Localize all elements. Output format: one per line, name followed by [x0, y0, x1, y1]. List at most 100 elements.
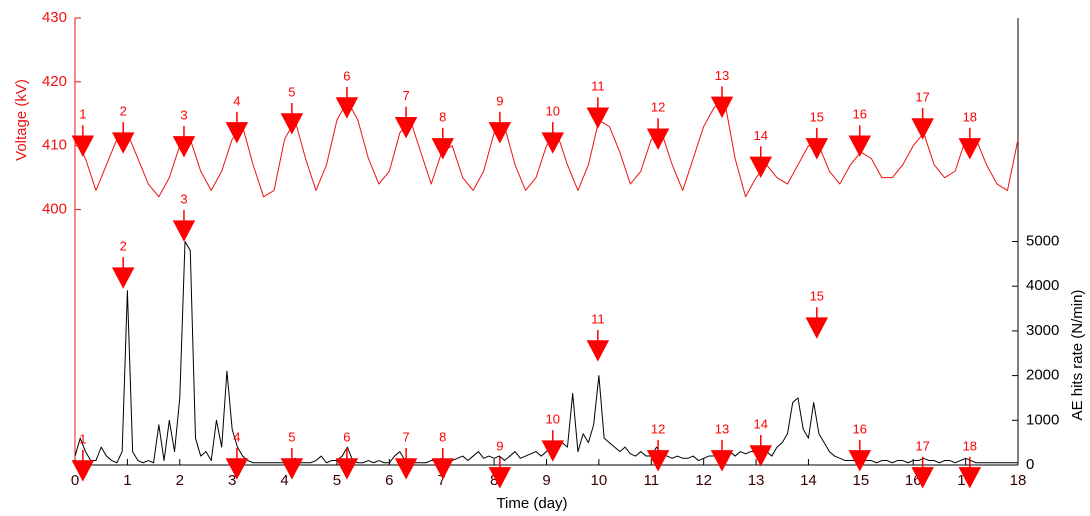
y2-tick-label: 3000 [1026, 322, 1059, 339]
x-tick-label: 12 [695, 472, 712, 489]
arrow-label: 12 [651, 421, 665, 436]
y-tick-label: 410 [42, 137, 67, 154]
arrow-marker [394, 106, 418, 139]
x-tick-label: 4 [280, 472, 288, 489]
y-tick-label: 400 [42, 201, 67, 218]
arrow-label: 8 [439, 109, 446, 124]
arrow-marker [710, 439, 734, 472]
arrow-label: 5 [288, 84, 295, 99]
y-tick-label: 420 [42, 73, 67, 90]
x-tick-label: 13 [748, 472, 765, 489]
arrow-label: 17 [915, 438, 929, 453]
x-tick-label: 2 [176, 472, 184, 489]
x-tick-label: 0 [71, 472, 79, 489]
arrow-label: 16 [853, 421, 867, 436]
arrow-label: 9 [496, 438, 503, 453]
y-axis-title: Voltage (kV) [13, 79, 30, 161]
arrow-marker [225, 111, 249, 144]
arrow-marker [541, 430, 565, 462]
arrow-marker [431, 447, 455, 480]
arrow-marker [172, 125, 196, 158]
arrow-marker [394, 447, 418, 480]
arrow-label: 10 [546, 412, 560, 427]
arrow-marker [710, 86, 734, 118]
arrow-marker [586, 97, 610, 129]
arrow-label: 18 [963, 438, 977, 453]
arrow-label: 1 [79, 107, 86, 122]
arrow-marker [805, 307, 829, 339]
arrow-marker [225, 447, 249, 480]
arrow-label: 6 [343, 429, 350, 444]
x-tick-label: 5 [333, 472, 341, 489]
arrow-label: 1 [79, 431, 86, 446]
x-tick-label: 8 [490, 472, 498, 489]
arrow-label: 6 [343, 68, 350, 83]
y2-tick-label: 1000 [1026, 411, 1059, 428]
arrow-marker [848, 439, 872, 472]
arrow-label: 2 [120, 104, 127, 119]
arrow-marker [172, 210, 196, 242]
arrow-marker [335, 86, 359, 119]
arrow-label: 7 [402, 429, 409, 444]
x-tick-label: 1 [123, 472, 131, 489]
x-tick-label: 7 [438, 472, 446, 489]
arrow-marker [848, 125, 872, 157]
x-tick-label: 10 [591, 472, 608, 489]
x-tick-label: 6 [385, 472, 393, 489]
arrow-marker [749, 435, 773, 467]
x-axis-title: Time (day) [496, 495, 567, 512]
arrow-marker [646, 439, 670, 472]
x-tick-label: 11 [643, 472, 659, 489]
arrow-marker [749, 146, 773, 178]
arrow-marker [431, 127, 455, 160]
x-tick-label: 18 [1010, 472, 1027, 489]
arrow-marker [488, 456, 512, 489]
arrow-label: 14 [754, 128, 768, 143]
arrow-label: 13 [715, 421, 729, 436]
arrow-marker [280, 447, 304, 480]
arrow-label: 7 [402, 88, 409, 103]
arrow-marker [911, 108, 934, 140]
arrow-label: 4 [233, 93, 240, 108]
arrow-marker [805, 127, 829, 160]
arrow-label: 9 [496, 93, 503, 108]
y2-axis-title: AE hits rate (N/min) [1069, 290, 1086, 421]
arrow-label: 14 [754, 416, 768, 431]
arrow-label: 18 [963, 109, 977, 124]
arrow-marker [111, 122, 135, 154]
arrow-marker [71, 450, 95, 482]
arrow-label: 13 [715, 68, 729, 83]
arrow-label: 17 [915, 89, 929, 104]
arrow-label: 16 [853, 107, 867, 122]
x-tick-label: 14 [800, 472, 817, 489]
arrow-marker [71, 125, 95, 157]
arrow-marker [335, 447, 359, 480]
y2-tick-label: 0 [1026, 456, 1034, 473]
y-tick-label: 430 [42, 9, 67, 26]
arrow-marker [958, 456, 982, 489]
arrow-marker [586, 329, 610, 362]
y2-tick-label: 4000 [1026, 277, 1059, 294]
x-tick-label: 15 [852, 472, 869, 489]
arrow-marker [488, 111, 512, 144]
arrow-label: 12 [651, 100, 665, 115]
arrow-marker [911, 456, 934, 489]
arrow-label: 2 [120, 239, 127, 254]
arrow-label: 15 [810, 289, 824, 304]
arrow-marker [280, 102, 304, 135]
arrow-label: 5 [288, 429, 295, 444]
x-tick-label: 9 [542, 472, 550, 489]
arrow-marker [111, 257, 135, 289]
y2-tick-label: 5000 [1026, 232, 1059, 249]
arrow-label: 10 [546, 104, 560, 119]
arrow-label: 15 [810, 109, 824, 124]
arrow-marker [958, 127, 982, 160]
arrow-marker [646, 118, 670, 150]
arrow-label: 11 [591, 311, 605, 326]
arrow-label: 4 [233, 429, 240, 444]
y2-tick-label: 2000 [1026, 367, 1059, 384]
arrow-label: 8 [439, 429, 446, 444]
x-tick-label: 3 [228, 472, 236, 489]
arrow-label: 11 [591, 79, 605, 94]
